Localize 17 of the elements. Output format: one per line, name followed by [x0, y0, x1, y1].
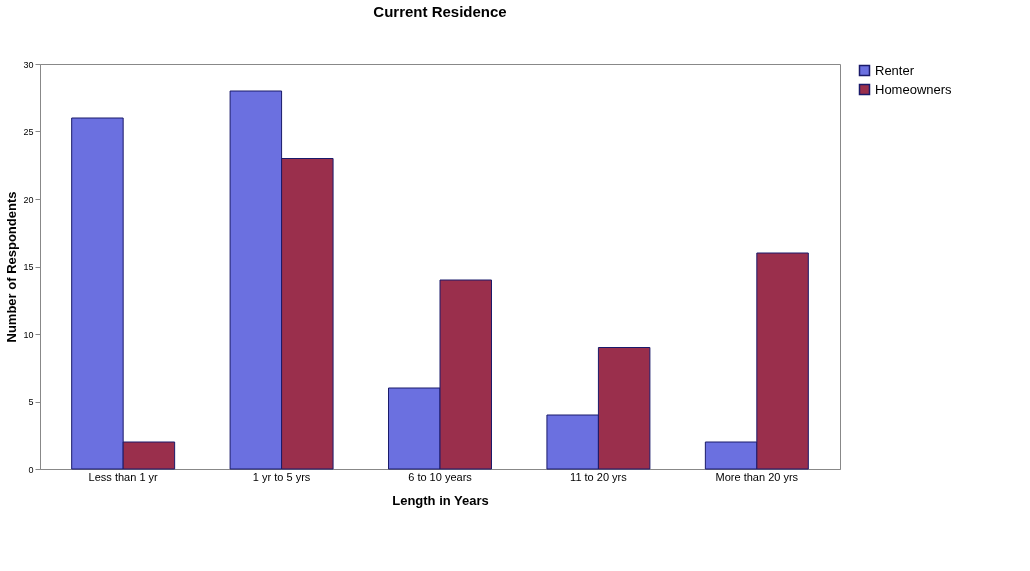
x-tick-label: 6 to 10 years	[408, 470, 473, 483]
chart-title: Current Residence	[373, 3, 507, 20]
x-axis-title: Length in Years	[392, 492, 489, 508]
y-tick-label: 25	[23, 127, 34, 137]
y-tick-label: 15	[23, 262, 34, 272]
y-tick-label: 5	[28, 397, 34, 407]
legend-label: Renter	[875, 62, 915, 78]
x-tick-label: 11 to 20 yrs	[570, 470, 628, 483]
x-tick-label: 1 yr to 5 yrs	[252, 470, 311, 483]
x-tick-label: Less than 1 yr	[88, 470, 159, 483]
y-axis-title: Number of Respondents	[4, 191, 20, 343]
y-tick-label: 0	[28, 464, 34, 475]
y-tick-label: 30	[23, 59, 34, 70]
y-tick-label: 10	[23, 329, 34, 340]
legend-label: Homeowners	[875, 81, 953, 97]
y-tick-label: 20	[23, 194, 34, 205]
x-tick-label: More than 20 yrs	[715, 470, 799, 483]
